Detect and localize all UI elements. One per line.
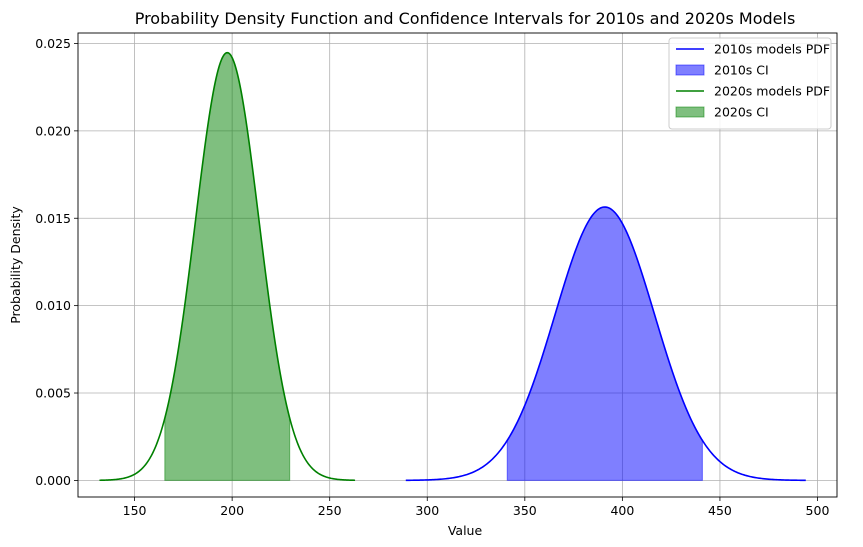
legend-label: 2010s models PDF bbox=[714, 42, 830, 57]
legend: 2010s models PDF 2010s CI 2020s models PDF… bbox=[668, 37, 832, 130]
x-tick-label: 300 bbox=[415, 503, 439, 518]
legend-label: 2020s models PDF bbox=[714, 84, 830, 99]
legend-swatch-fill bbox=[675, 106, 705, 118]
y-axis-label: Probability Density bbox=[8, 206, 23, 324]
x-axis: 150 200 250 300 350 400 450 500 bbox=[123, 497, 830, 518]
x-tick-label: 400 bbox=[610, 503, 634, 518]
legend-box bbox=[668, 37, 832, 130]
pdf-line-2020s-models-pdf bbox=[99, 51, 356, 482]
pdf-line-2010s-models-pdf bbox=[405, 206, 806, 482]
legend-label: 2020s CI bbox=[714, 105, 769, 120]
pdf-lines bbox=[99, 51, 806, 482]
y-tick-label: 0.025 bbox=[35, 36, 71, 51]
y-tick-label: 0.010 bbox=[35, 298, 71, 313]
y-axis: 0.000 0.005 0.010 0.015 0.020 0.025 bbox=[35, 36, 78, 488]
y-tick-label: 0.000 bbox=[35, 473, 71, 488]
x-tick-label: 200 bbox=[220, 503, 244, 518]
legend-swatch-fill bbox=[675, 64, 705, 76]
x-axis-label: Value bbox=[448, 523, 483, 538]
y-tick-label: 0.005 bbox=[35, 386, 71, 401]
y-tick-label: 0.020 bbox=[35, 123, 71, 138]
legend-label: 2010s CI bbox=[714, 63, 769, 78]
x-tick-label: 450 bbox=[708, 503, 732, 518]
x-tick-label: 150 bbox=[123, 503, 147, 518]
x-tick-label: 250 bbox=[318, 503, 342, 518]
x-tick-label: 500 bbox=[806, 503, 830, 518]
y-tick-label: 0.015 bbox=[35, 211, 71, 226]
x-tick-label: 350 bbox=[513, 503, 537, 518]
plot-frame bbox=[77, 32, 838, 498]
chart-title: Probability Density Function and Confide… bbox=[135, 9, 796, 28]
